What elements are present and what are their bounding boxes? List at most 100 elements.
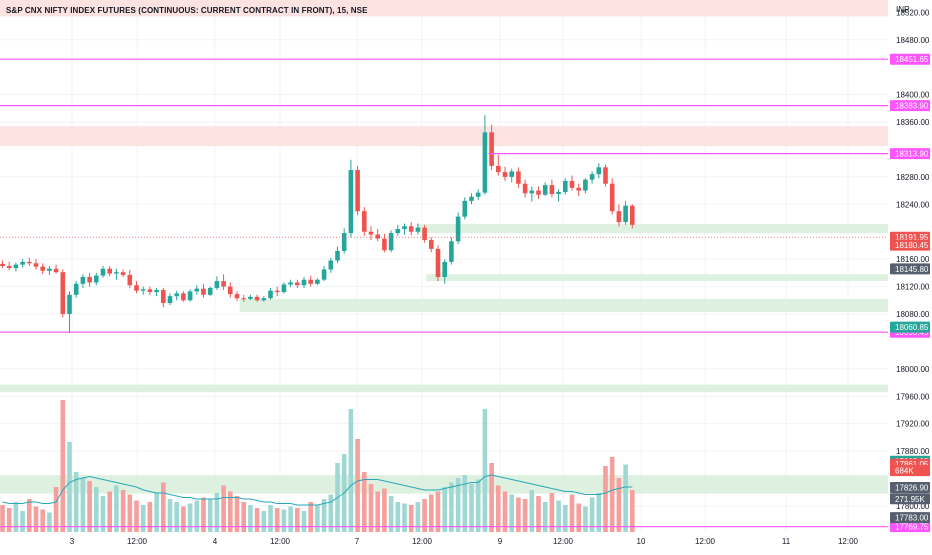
resistance-zone (0, 0, 888, 17)
volume-bar (295, 508, 300, 532)
volume-bar (167, 499, 173, 532)
x-tick-label: 12:00 (838, 537, 859, 546)
candle-body (33, 263, 39, 267)
volume-bar (609, 457, 615, 532)
volume-bar (576, 503, 581, 532)
volume-bar (248, 505, 253, 532)
candle-body (100, 268, 106, 276)
price-line-badge-bg (890, 148, 930, 160)
volume-bar (362, 472, 367, 532)
candle-body (301, 279, 307, 286)
candle-body (402, 226, 407, 229)
candle-body (60, 272, 66, 314)
volume-bar (254, 508, 260, 532)
x-tick-label: 4 (213, 537, 218, 546)
y-tick-label: 18400.00 (896, 91, 930, 100)
candles-layer (0, 115, 635, 334)
volume-bar (630, 490, 635, 532)
axis-badge: 17826.90 (895, 484, 929, 493)
volume-bar (536, 496, 541, 532)
axis-badge-bg (890, 321, 930, 333)
candle-body (630, 205, 635, 225)
support-zone (239, 298, 888, 312)
volume-bar (80, 478, 86, 532)
candle-body (241, 298, 246, 300)
price-line-badge-bg (890, 521, 930, 533)
y-tick-label: 17960.00 (896, 392, 930, 401)
volume-bar (301, 511, 307, 532)
volume-bar (475, 479, 481, 532)
volume-bar (442, 487, 447, 532)
volume-bar (214, 493, 220, 532)
candle-body (536, 190, 541, 195)
candle-body (73, 283, 79, 295)
candle-body (248, 296, 253, 299)
volume-bar (100, 496, 106, 532)
candle-body (576, 187, 581, 191)
y-tick-label: 18520.00 (896, 8, 930, 17)
volume-bar (268, 505, 273, 532)
price-line-badge-bg (890, 100, 930, 112)
x-tick-label: 12:00 (412, 537, 433, 546)
candle-body (321, 269, 327, 280)
candle-body (455, 216, 461, 242)
candle-body (214, 281, 220, 288)
candle-body (362, 211, 367, 232)
candle-body (328, 260, 334, 270)
volume-bar (274, 508, 280, 532)
candle-body (335, 250, 340, 261)
volume-bar (355, 439, 360, 532)
candle-body (295, 282, 300, 286)
y-tick-label: 17920.00 (896, 420, 930, 429)
x-tick-label: 12:00 (695, 537, 716, 546)
candle-body (268, 290, 273, 299)
candle-body (489, 132, 494, 166)
candle-body (261, 298, 267, 301)
candle-body (415, 227, 421, 232)
y-tick-label: 17800.00 (896, 502, 930, 511)
volume-bar (194, 500, 200, 532)
x-tick-label: 12:00 (270, 537, 291, 546)
candle-body (395, 228, 401, 234)
candle-body (348, 170, 354, 234)
axis-badge-bg (890, 263, 930, 275)
candle-body (140, 289, 146, 291)
candle-body (355, 170, 360, 212)
volume-bar (0, 505, 5, 532)
volume-bar (134, 500, 139, 532)
candle-body (228, 286, 233, 295)
volume-bar (40, 509, 45, 532)
candle-body (201, 288, 206, 295)
price-line-badge: 18313.90 (895, 150, 929, 159)
axis-badge: 18191.95 (895, 233, 929, 242)
candle-body (429, 239, 434, 249)
volume-bar (482, 409, 488, 532)
candle-body (375, 234, 380, 239)
candle-body (623, 205, 628, 223)
axis-badge: 271.95K (895, 495, 925, 504)
candle-body (87, 276, 92, 283)
time-axis: 3 12:00 4 12:00 7 12:00 9 12:00 10 12:00 11 12:00 (0, 532, 888, 550)
candle-body (207, 287, 213, 295)
volume-bar (455, 478, 461, 532)
candle-body (368, 231, 374, 235)
axis-badge: 18180.45 (895, 241, 929, 250)
volume-bar (120, 490, 126, 532)
currency-label: INR (896, 5, 910, 14)
volume-bar (589, 497, 595, 532)
volume-bar (328, 494, 334, 532)
candle-body (254, 296, 260, 301)
x-tick-label: 9 (498, 537, 503, 546)
volume-bar (556, 500, 561, 532)
axis-badge: 17783.00 (895, 514, 929, 523)
y-tick-label: 17880.00 (896, 447, 930, 456)
candle-body (609, 183, 615, 212)
candle-body (522, 183, 528, 194)
volume-bar (375, 491, 380, 532)
candle-body (603, 167, 608, 184)
volume-bar (382, 488, 387, 532)
volume-ma-line (2, 474, 633, 506)
axis-badge-bg (890, 239, 930, 251)
